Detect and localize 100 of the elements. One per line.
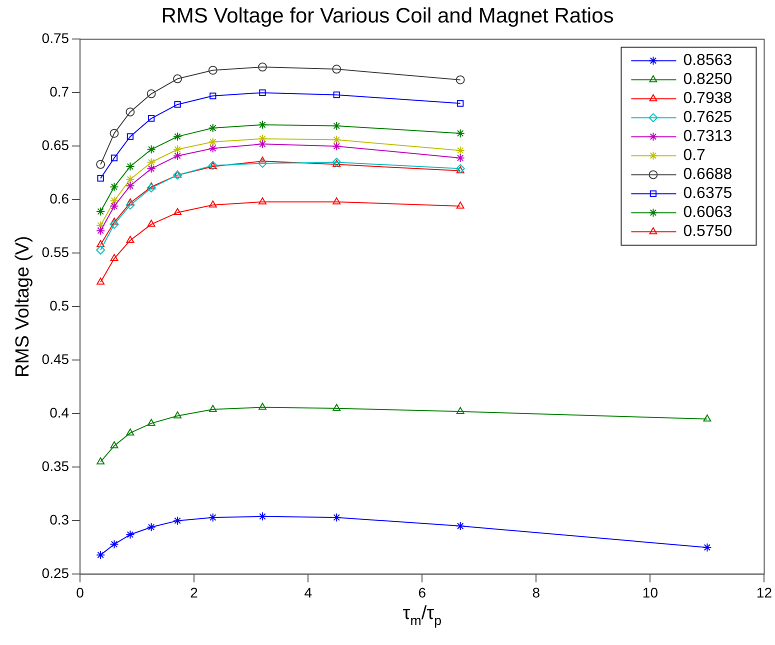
point <box>110 220 119 229</box>
point <box>332 404 341 411</box>
x-tick-label: 4 <box>304 584 312 600</box>
point <box>146 89 156 98</box>
legend-label: 0.7313 <box>683 128 732 146</box>
point <box>456 407 464 414</box>
legend-label: 0.7625 <box>683 109 732 126</box>
point <box>126 162 135 172</box>
y-tick-label: 0.5 <box>50 298 70 314</box>
y-tick-label: 0.3 <box>50 512 70 528</box>
point <box>126 107 135 116</box>
legend-label: 0.6375 <box>683 185 732 202</box>
point <box>258 158 267 168</box>
point <box>126 530 135 540</box>
point <box>208 137 218 146</box>
point <box>96 226 106 236</box>
point <box>173 151 182 160</box>
x-tick-label: 12 <box>756 584 772 600</box>
point <box>258 62 267 72</box>
point <box>457 100 464 107</box>
point <box>332 512 342 522</box>
point <box>208 66 218 75</box>
y-tick-label: 0.6 <box>50 190 70 207</box>
point <box>173 132 182 142</box>
point <box>208 200 217 208</box>
y-axis-title: RMS Voltage (V) <box>12 236 34 378</box>
point <box>126 181 135 190</box>
legend-label: 0.8563 <box>683 52 732 70</box>
point <box>96 457 105 464</box>
point <box>147 418 156 426</box>
y-tick-label: 0.65 <box>42 137 70 154</box>
y-tick-label: 0.45 <box>42 351 70 368</box>
x-tick-label: 0 <box>76 584 84 600</box>
point <box>146 164 156 174</box>
point <box>258 120 267 130</box>
point <box>126 428 134 436</box>
point <box>110 182 119 192</box>
point <box>110 154 118 162</box>
point <box>703 414 712 422</box>
point <box>456 128 465 138</box>
point <box>126 174 135 184</box>
point <box>456 522 465 531</box>
point <box>456 153 465 162</box>
legend-label: 0.5750 <box>683 223 732 240</box>
x-tick-label: 6 <box>418 584 426 600</box>
point <box>174 101 181 108</box>
point <box>332 135 342 144</box>
point <box>208 512 218 522</box>
point <box>96 278 105 285</box>
point <box>173 516 182 526</box>
point <box>146 522 156 532</box>
x-tick-label: 10 <box>642 584 658 600</box>
point <box>456 202 464 209</box>
point <box>333 92 340 98</box>
point <box>173 74 182 84</box>
y-tick-label: 0.7 <box>50 84 70 100</box>
y-tick-label: 0.35 <box>42 458 70 474</box>
point <box>174 411 182 418</box>
point <box>126 236 134 243</box>
x-tick-label: 8 <box>532 584 540 600</box>
point <box>332 64 342 74</box>
point <box>702 542 712 552</box>
point <box>332 197 341 204</box>
point <box>96 160 106 169</box>
y-tick-label: 0.55 <box>42 244 70 260</box>
point <box>258 197 266 204</box>
legend-label: 0.7938 <box>683 90 732 108</box>
point <box>110 540 119 549</box>
y-tick-label: 0.75 <box>42 30 70 46</box>
legend-label: 0.7 <box>683 147 706 164</box>
point <box>126 133 134 140</box>
point <box>210 92 216 100</box>
point <box>456 166 464 174</box>
point <box>147 182 156 190</box>
point <box>96 550 106 560</box>
point <box>96 245 106 254</box>
legend-label: 0.6688 <box>683 166 732 184</box>
point <box>258 512 267 521</box>
point <box>110 128 119 138</box>
point <box>146 158 156 167</box>
point <box>456 75 465 84</box>
point <box>148 115 155 122</box>
point <box>456 146 465 155</box>
point <box>147 220 156 227</box>
point <box>96 240 105 248</box>
point <box>174 208 182 216</box>
point <box>126 200 135 210</box>
point <box>258 140 267 149</box>
point <box>332 142 342 151</box>
point <box>208 144 218 153</box>
point <box>146 144 156 154</box>
chart-title: RMS Voltage for Various Coil and Magnet Ratios <box>161 4 614 28</box>
point <box>126 198 134 206</box>
y-tick-label: 0.25 <box>42 565 70 582</box>
point <box>110 218 118 225</box>
point <box>208 124 218 133</box>
point <box>96 206 106 216</box>
point <box>258 402 266 410</box>
point <box>97 174 104 182</box>
point <box>259 89 266 96</box>
